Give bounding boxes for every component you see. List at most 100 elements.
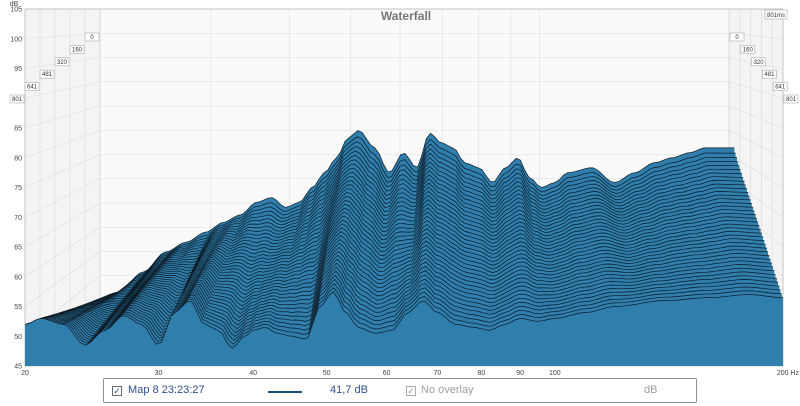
waterfall-slice-line [73, 180, 749, 312]
y-tick-label: 55 [14, 304, 22, 311]
time-tick-label: 641 [24, 82, 40, 91]
waterfall-slice-line [59, 211, 759, 316]
x-tick-label: 100 [549, 370, 561, 377]
measurement-label[interactable]: Мар 8 23:23:27 [128, 384, 205, 396]
x-tick-label: 90 [516, 370, 524, 377]
time-tick-label: 801 [9, 94, 25, 104]
waterfall-slice-line [31, 274, 779, 338]
waterfall-slice-line [85, 150, 740, 308]
svg-text:801: 801 [786, 97, 797, 103]
y-tick-label: 95 [14, 66, 22, 73]
overlay-label[interactable]: No overlay [421, 384, 474, 396]
waterfall-surface [24, 130, 784, 366]
waterfall-slice-line [26, 286, 782, 345]
waterfall-slice-line [71, 184, 750, 312]
waterfall-slice-line [56, 219, 761, 317]
waterfall-slice-line [30, 278, 780, 340]
chart-title: Waterfall [381, 9, 431, 23]
waterfall-slice-line [50, 231, 765, 318]
waterfall-slice-line [88, 141, 737, 308]
waterfall-slice-line [75, 176, 747, 311]
status-bar: ✓ Мар 8 23:23:27 41,7 dB ✓ No overlay dB [103, 378, 697, 403]
axis-labels: dB 45 50 55 60 65 70 75 80 85 90 95 100 105 20 30 40 50 60… [9, 1, 800, 377]
x-tick-label: 30 [155, 370, 163, 377]
svg-text:320: 320 [754, 60, 765, 66]
time-tick-label: 0 [729, 32, 745, 42]
waterfall-slice-line [92, 130, 735, 307]
svg-text:801: 801 [12, 97, 23, 103]
svg-text:641: 641 [27, 85, 38, 91]
svg-text:320: 320 [57, 60, 68, 66]
waterfall-slice-line [78, 167, 745, 310]
waterfall-slice-line [83, 154, 741, 309]
waterfall-slice-line [54, 223, 762, 317]
waterfall-slice-line [45, 242, 769, 323]
time-tick-label: 801 [783, 94, 799, 104]
waterfall-slice-line [33, 270, 777, 337]
waterfall-slice-line [64, 200, 755, 314]
time-tick-label: 481 [762, 69, 777, 79]
y-tick-label: 75 [14, 185, 22, 192]
waterfall-slice-line [68, 192, 752, 313]
time-tick-label: 641 [772, 82, 788, 91]
waterfall-slice-line [57, 215, 760, 316]
y-tick-label: 80 [14, 155, 22, 162]
y-tick-label: 60 [14, 274, 22, 281]
waterfall-slice-line [49, 235, 766, 320]
waterfall-slice-line [37, 262, 775, 333]
overlay-unit: dB [644, 384, 658, 396]
svg-text:0: 0 [735, 35, 739, 41]
y-tick-label: 100 [10, 36, 22, 43]
time-max-label: 801ms [764, 9, 788, 20]
time-tick-label: 160 [740, 45, 756, 54]
overlay-checkbox[interactable]: ✓ [406, 386, 416, 396]
time-tick-label: 160 [69, 45, 85, 54]
waterfall-slice-line [87, 145, 739, 308]
waterfall-slice-line [38, 258, 774, 331]
level-readout: 41,7 dB [330, 384, 368, 396]
x-tick-label: 80 [477, 370, 485, 377]
y-tick-label: 105 [10, 7, 22, 14]
measurement-checkbox[interactable]: ✓ [112, 386, 122, 396]
svg-text:160: 160 [72, 47, 83, 53]
y-tick-label: 85 [14, 126, 22, 133]
waterfall-slice-line [47, 239, 767, 322]
waterfall-slice-line [90, 136, 736, 307]
waterfall-slice-fill [25, 291, 783, 366]
y-tick-label: 65 [14, 245, 22, 252]
waterfall-slice-line [35, 266, 776, 335]
x-tick-label: 70 [434, 370, 442, 377]
x-tick-label: 20 [21, 370, 29, 377]
svg-text:801ms: 801ms [767, 13, 785, 19]
waterfall-slice-line [66, 196, 754, 314]
x-tick-label: 200 Hz [777, 370, 800, 377]
x-tick-label: 60 [383, 370, 391, 377]
waterfall-slice-line [82, 159, 742, 309]
waterfall-slice-line [42, 250, 771, 327]
y-tick-label: 50 [14, 334, 22, 341]
y-tick-label: 70 [14, 215, 22, 222]
waterfall-slice-line [69, 188, 751, 313]
waterfall-slice-line [76, 172, 746, 311]
waterfall-slice-line [24, 291, 784, 349]
time-tick-label: 320 [54, 57, 70, 67]
svg-text:0: 0 [90, 35, 94, 41]
waterfall-slice-line [43, 246, 770, 325]
y-unit-label: dB [10, 1, 19, 8]
svg-text:641: 641 [775, 85, 786, 91]
waterfall-slice-line [40, 254, 772, 329]
waterfall-slice-line [63, 203, 756, 315]
y-tick-label: 45 [14, 364, 22, 371]
waterfall-slice-line [28, 282, 781, 342]
time-tick-label: 481 [39, 69, 55, 79]
time-tick-label: 0 [84, 32, 100, 42]
x-tick-label: 50 [323, 370, 331, 377]
waterfall-slice-line [80, 163, 744, 310]
time-tick-label: 320 [751, 57, 766, 67]
svg-text:160: 160 [743, 47, 754, 53]
waterfall-slice-line [61, 207, 757, 315]
trace-color-swatch [268, 391, 302, 393]
waterfall-slice-line [52, 227, 764, 318]
x-tick-label: 40 [249, 370, 257, 377]
